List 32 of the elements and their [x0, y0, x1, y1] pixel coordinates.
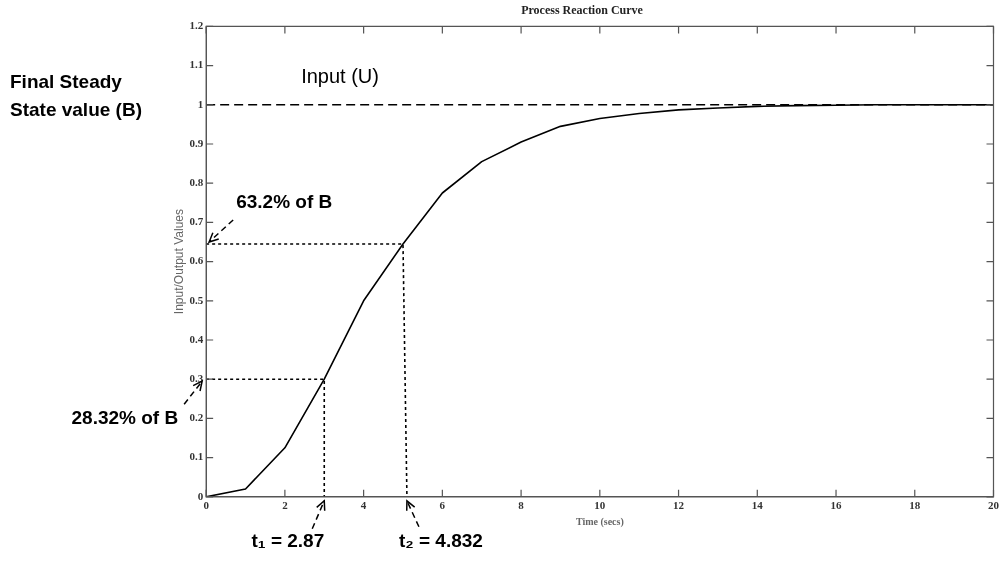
y-tick-label: 0.7	[189, 215, 204, 228]
x-tick-label: 16	[830, 499, 843, 512]
y-tick-label: 0.3	[189, 372, 204, 385]
x-tick-label: 18	[909, 499, 921, 512]
x-tick-label: 10	[594, 499, 606, 512]
annotation: t₂ = 4.832	[398, 529, 483, 551]
annotation: t₁ = 2.87	[251, 529, 325, 551]
y-tick-label: 0.4	[189, 332, 204, 345]
y-tick-label: 0.9	[189, 136, 204, 149]
x-tick-label: 20	[988, 499, 1000, 512]
y-tick-label: 0.5	[189, 293, 204, 306]
y-tick-label: 1.2	[189, 19, 204, 32]
x-tick-label: 4	[360, 499, 367, 512]
y-tick-label: 0.6	[189, 254, 204, 267]
x-axis-title: Time (secs)	[575, 515, 624, 528]
x-tick-label: 6	[439, 499, 446, 512]
chart-title: Process Reaction Curve	[521, 3, 644, 18]
y-tick-label: 0.8	[189, 176, 204, 189]
y-tick-label: 0.1	[189, 450, 204, 463]
series-label: Input (U)	[301, 64, 379, 87]
annotation: 63.2% of B	[236, 190, 333, 212]
y-tick-label: 1	[197, 97, 204, 110]
y-axis-title: Input/Output Values	[171, 209, 186, 315]
y-tick-label: 0	[197, 489, 204, 502]
x-tick-label: 2	[282, 499, 289, 512]
y-tick-label: 1.1	[189, 58, 204, 71]
x-tick-label: 14	[751, 499, 764, 512]
text: Final Steady State value (B)	[10, 71, 142, 121]
y-tick-label: 0.2	[189, 411, 204, 424]
annotation: 28.32% of B	[71, 407, 179, 429]
x-tick-label: 12	[673, 499, 685, 512]
x-tick-label: 8	[518, 499, 525, 512]
